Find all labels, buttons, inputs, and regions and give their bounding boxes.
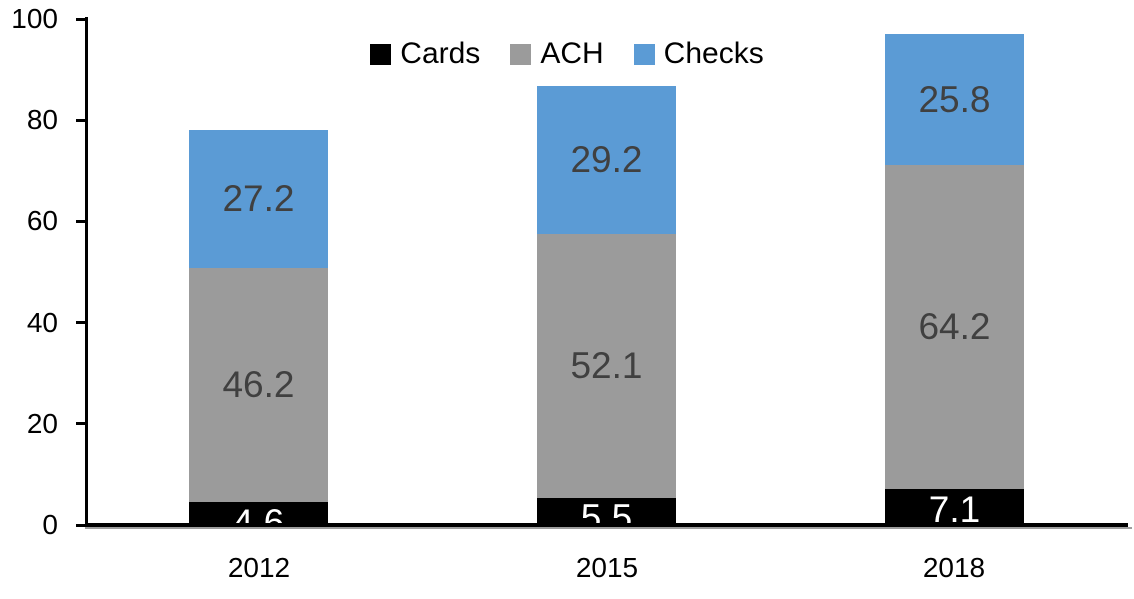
bar-value-label: 4.6	[232, 501, 285, 543]
y-tick	[76, 119, 85, 122]
bar-segment-checks-2012: 27.2	[189, 130, 328, 268]
bar-value-label: 64.2	[918, 305, 991, 347]
legend-swatch-ach-icon	[510, 43, 532, 65]
legend-label: Cards	[400, 37, 481, 70]
bar-segment-cards-2015: 5.5	[537, 497, 676, 536]
bar-value-label: 5.5	[580, 496, 633, 538]
legend-label: ACH	[540, 37, 604, 70]
x-label-2018: 2018	[922, 552, 986, 583]
bar-value-label: 29.2	[570, 139, 643, 181]
bar-value-label: 27.2	[222, 178, 295, 220]
x-label-2012: 2012	[227, 552, 291, 583]
bar-segment-cards-2018: 7.1	[885, 489, 1024, 528]
x-label-2015: 2015	[575, 552, 639, 583]
bar-value-label: 52.1	[570, 345, 643, 387]
y-tick-label: 40	[26, 307, 58, 338]
y-tick	[76, 220, 85, 223]
legend-item-ach: ACH	[510, 37, 604, 70]
legend-item-checks: Checks	[633, 37, 764, 70]
legend-label: Checks	[663, 37, 764, 70]
bar-segment-cards-2012: 4.6	[189, 502, 328, 541]
y-tick	[76, 321, 85, 324]
y-tick-label: 100	[11, 3, 58, 34]
y-tick-label: 0	[42, 509, 58, 540]
bar-segment-ach-2018: 64.2	[885, 164, 1024, 489]
bar-segment-checks-2018: 25.8	[885, 34, 1024, 165]
y-axis-line	[85, 17, 88, 529]
bar-segment-ach-2012: 46.2	[189, 268, 328, 502]
bar-value-label: 46.2	[222, 364, 295, 406]
y-tick-label: 80	[26, 104, 58, 135]
bar-value-label: 25.8	[918, 78, 991, 120]
legend-swatch-checks-icon	[633, 43, 655, 65]
y-tick	[76, 18, 85, 21]
legend-item-cards: Cards	[370, 38, 480, 70]
bar-segment-checks-2015: 29.2	[537, 86, 676, 234]
y-tick	[76, 422, 85, 425]
x-axis-shadow-line	[85, 527, 1132, 529]
y-tick-label: 60	[26, 205, 58, 236]
y-tick	[76, 524, 85, 527]
legend-swatch-cards-icon	[370, 43, 392, 65]
chart-legend: Cards ACH Checks	[0, 38, 1134, 70]
x-axis-line	[85, 523, 1128, 527]
y-tick-label: 20	[26, 408, 58, 439]
bar-segment-ach-2015: 52.1	[537, 234, 676, 498]
